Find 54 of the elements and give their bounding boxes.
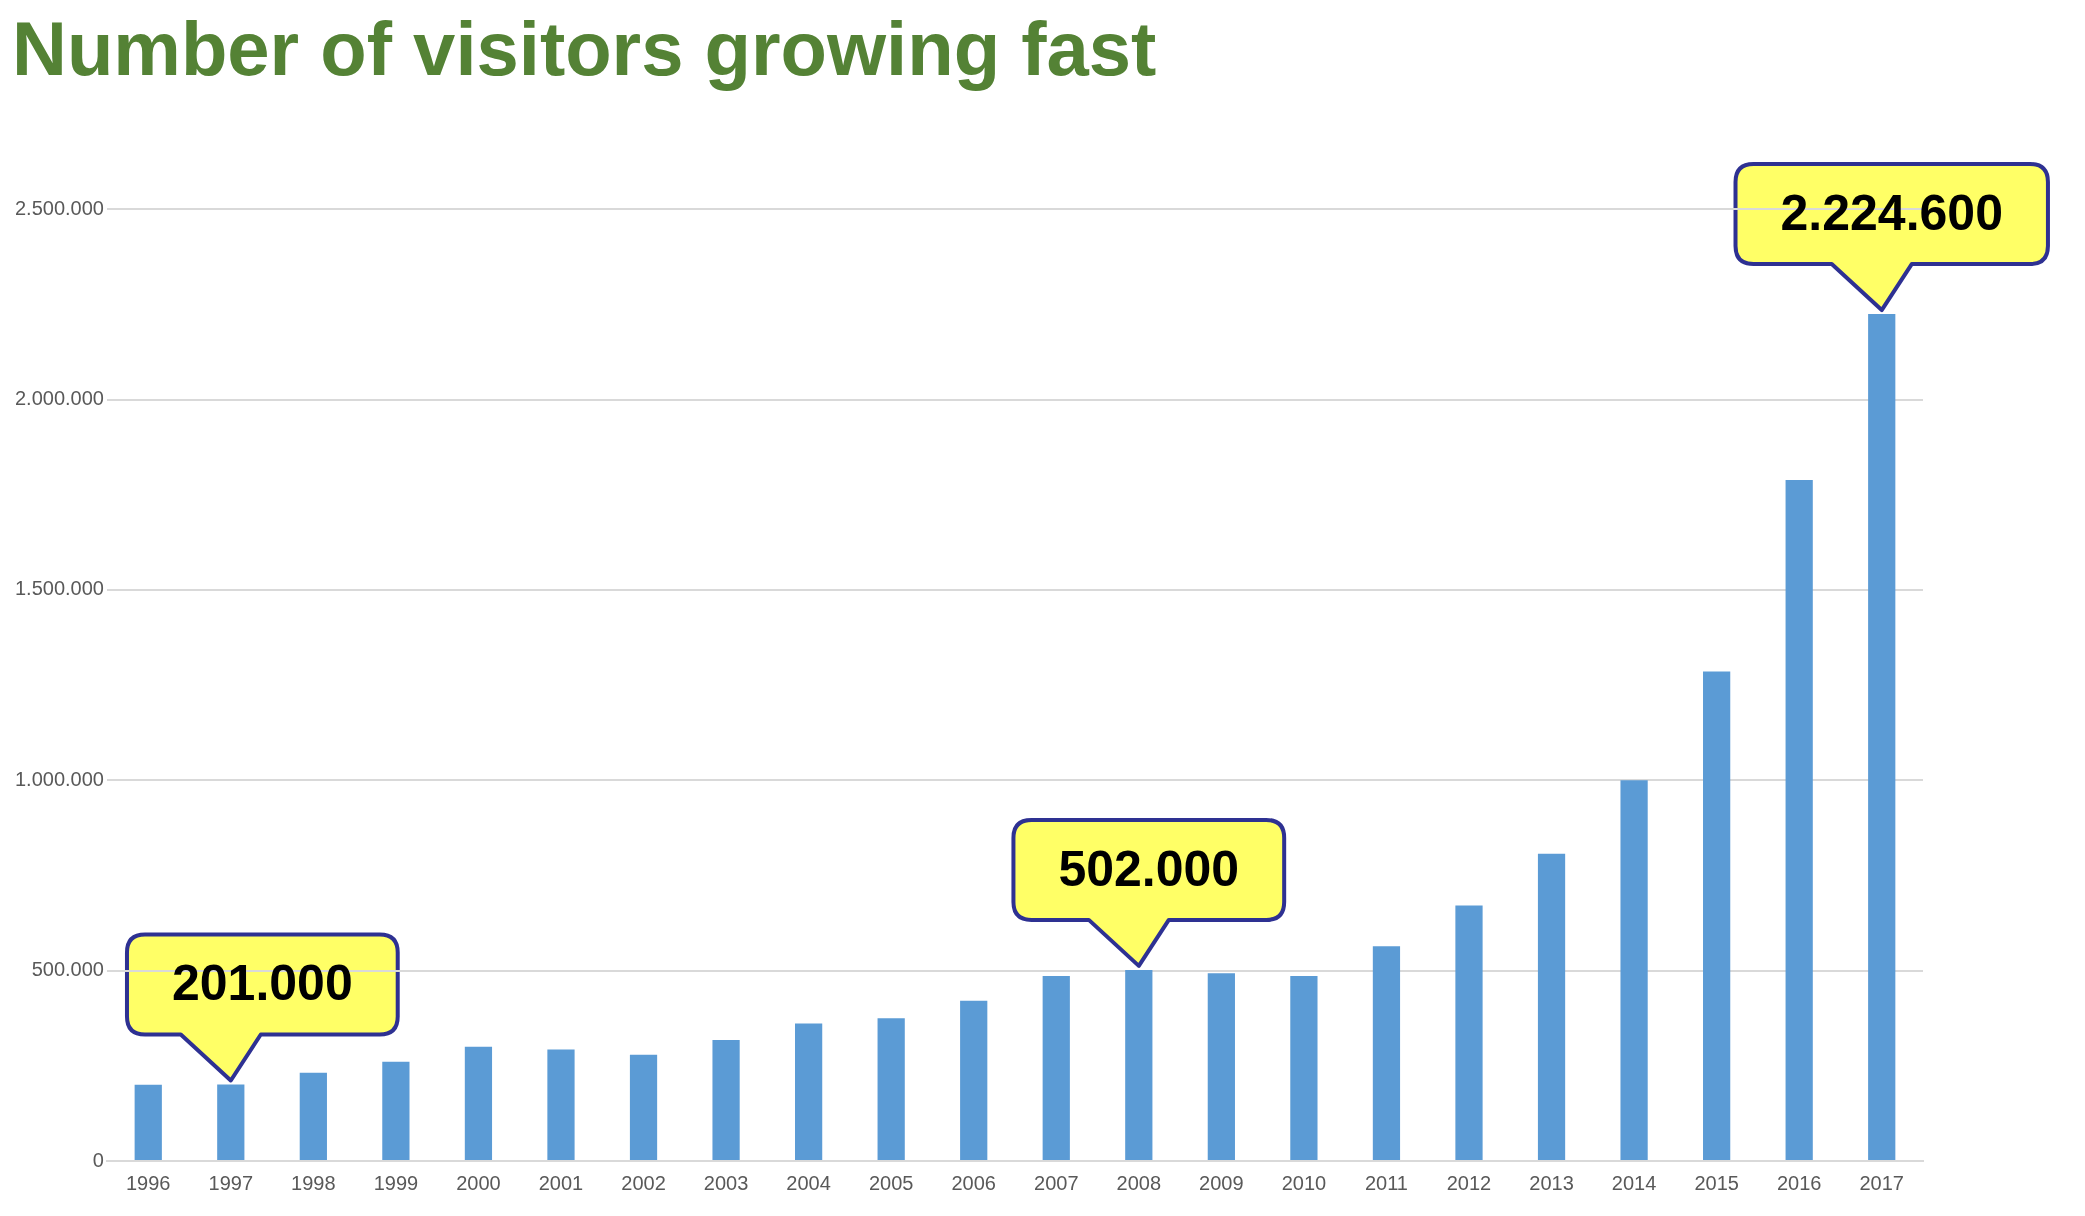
x-tick-label: 2003 <box>703 1171 749 1194</box>
bar <box>1207 973 1235 1160</box>
data-label: 2.224.600 <box>1780 184 2003 241</box>
bar <box>1125 969 1153 1160</box>
data-label: 502.000 <box>1058 840 1240 897</box>
x-tick-label: 2006 <box>951 1171 996 1194</box>
bar <box>1537 853 1566 1160</box>
data-label: 201.000 <box>171 955 353 1012</box>
x-tick-label: 1998 <box>291 1171 336 1194</box>
x-tick-label: 1999 <box>373 1171 419 1194</box>
bar <box>217 1084 245 1160</box>
y-tick-label: 2.500.000 <box>14 196 104 219</box>
bar <box>629 1054 658 1160</box>
x-tick-label: 2011 <box>1364 1171 1408 1194</box>
x-tick-label: 2007 <box>1034 1171 1079 1194</box>
x-tick-label: 2012 <box>1446 1171 1492 1194</box>
x-tick-label: 2002 <box>621 1171 666 1194</box>
x-tick-label: 2013 <box>1529 1171 1574 1194</box>
bar <box>960 1000 988 1160</box>
bar <box>1042 975 1070 1160</box>
bar <box>712 1039 740 1160</box>
bar <box>1703 671 1731 1160</box>
y-tick-label: 1.000.000 <box>14 767 104 790</box>
y-tick-label: 1.500.000 <box>14 577 104 600</box>
x-tick-label: 2009 <box>1199 1171 1244 1194</box>
x-tick-label: 2008 <box>1116 1171 1162 1194</box>
bar <box>1372 946 1401 1160</box>
y-tick-label: 500.000 <box>31 958 104 981</box>
y-tick-label: 0 <box>92 1148 104 1171</box>
bar <box>1290 975 1318 1160</box>
bar <box>1620 780 1648 1160</box>
x-tick-label: 2010 <box>1281 1171 1327 1194</box>
bar <box>1785 479 1813 1160</box>
x-tick-label: 2001 <box>538 1171 584 1194</box>
x-tick-label: 2000 <box>456 1171 501 1194</box>
x-tick-label: 2016 <box>1776 1171 1822 1194</box>
x-tick-label: 2004 <box>786 1171 831 1194</box>
bar <box>382 1061 410 1160</box>
bar <box>877 1018 905 1160</box>
x-tick-label: 2017 <box>1859 1171 1904 1194</box>
chart-title: Number of visitors growing fast <box>12 5 1157 91</box>
x-tick-label: 2005 <box>868 1171 914 1194</box>
bar <box>1868 314 1896 1160</box>
bar <box>547 1049 575 1160</box>
x-tick-label: 2015 <box>1694 1171 1739 1194</box>
x-tick-label: 2014 <box>1611 1171 1657 1194</box>
bar <box>795 1023 823 1160</box>
bar <box>134 1084 162 1160</box>
bar <box>464 1046 493 1160</box>
bar <box>1455 905 1483 1160</box>
y-tick-label: 2.000.000 <box>14 387 104 410</box>
bar <box>299 1072 327 1160</box>
x-tick-label: 1996 <box>126 1171 171 1194</box>
x-tick-label: 1997 <box>208 1171 254 1194</box>
